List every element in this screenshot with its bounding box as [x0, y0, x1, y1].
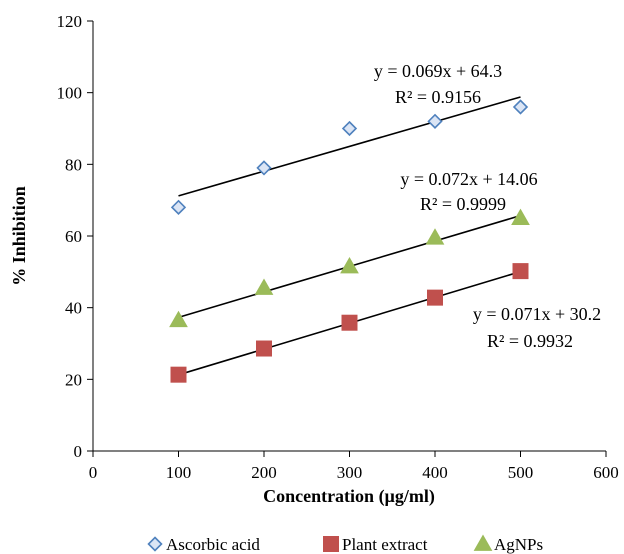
- y-tick-label: 100: [57, 84, 83, 103]
- x-tick-label: 600: [593, 463, 619, 482]
- y-tick-label: 80: [65, 155, 82, 174]
- x-tick-label: 200: [251, 463, 277, 482]
- legend-label: Ascorbic acid: [166, 535, 260, 554]
- trendline-r-squared: R² = 0.9932: [487, 331, 573, 351]
- legend-marker-square: [323, 536, 339, 552]
- trendline: [178, 96, 521, 197]
- data-point-triangle: [254, 278, 274, 295]
- data-point-triangle: [511, 208, 530, 225]
- trendline-equation: y = 0.071x + 30.2: [473, 304, 601, 324]
- x-tick-label: 0: [89, 463, 98, 482]
- x-axis-title: Concentration (µg/ml): [263, 486, 435, 507]
- trendline-equation: y = 0.072x + 14.06: [400, 169, 537, 189]
- data-point-diamond: [341, 120, 358, 137]
- x-tick-label: 300: [337, 463, 363, 482]
- data-point-diamond: [427, 113, 443, 129]
- y-tick-label: 120: [57, 12, 83, 31]
- data-point-square: [512, 263, 529, 280]
- data-point-square: [427, 289, 443, 306]
- data-markers: [169, 99, 530, 383]
- data-point-diamond: [512, 99, 529, 115]
- data-point-square: [170, 366, 187, 383]
- legend: Ascorbic acid Plant extract AgNPs: [147, 534, 543, 554]
- legend-label: Plant extract: [342, 535, 428, 554]
- legend-item: Ascorbic acid: [147, 535, 260, 554]
- x-tick-label: 100: [166, 463, 192, 482]
- axes: 0 20 40 60 80 100 120 0 100 200 300 400 500 600: [57, 12, 619, 482]
- legend-item: Plant extract: [323, 535, 428, 554]
- trendlines: [178, 96, 521, 376]
- data-point-triangle: [425, 228, 445, 245]
- y-tick-label: 60: [65, 227, 82, 246]
- data-point-triangle: [340, 256, 359, 274]
- x-tick-label: 400: [422, 463, 448, 482]
- y-tick-label: 40: [65, 299, 82, 318]
- x-tick-label: 500: [508, 463, 534, 482]
- data-point-diamond: [170, 199, 187, 215]
- trendline-labels: y = 0.069x + 64.3 R² = 0.9156 y = 0.072x +…: [374, 61, 601, 351]
- legend-label: AgNPs: [494, 535, 543, 554]
- data-point-diamond: [256, 160, 272, 176]
- data-point-square: [341, 314, 358, 331]
- data-point-square: [256, 340, 272, 357]
- legend-marker-triangle: [473, 534, 493, 551]
- y-tick-label: 20: [65, 370, 82, 389]
- legend-marker-diamond: [147, 536, 163, 552]
- trendline-r-squared: R² = 0.9999: [420, 194, 506, 214]
- y-tick-label: 0: [74, 442, 83, 461]
- trendline-equation: y = 0.069x + 64.3: [374, 61, 502, 81]
- y-axis-title: % Inhibition: [9, 186, 29, 286]
- legend-item: AgNPs: [473, 534, 543, 554]
- trendline-r-squared: R² = 0.9156: [395, 87, 481, 107]
- data-point-triangle: [169, 310, 188, 328]
